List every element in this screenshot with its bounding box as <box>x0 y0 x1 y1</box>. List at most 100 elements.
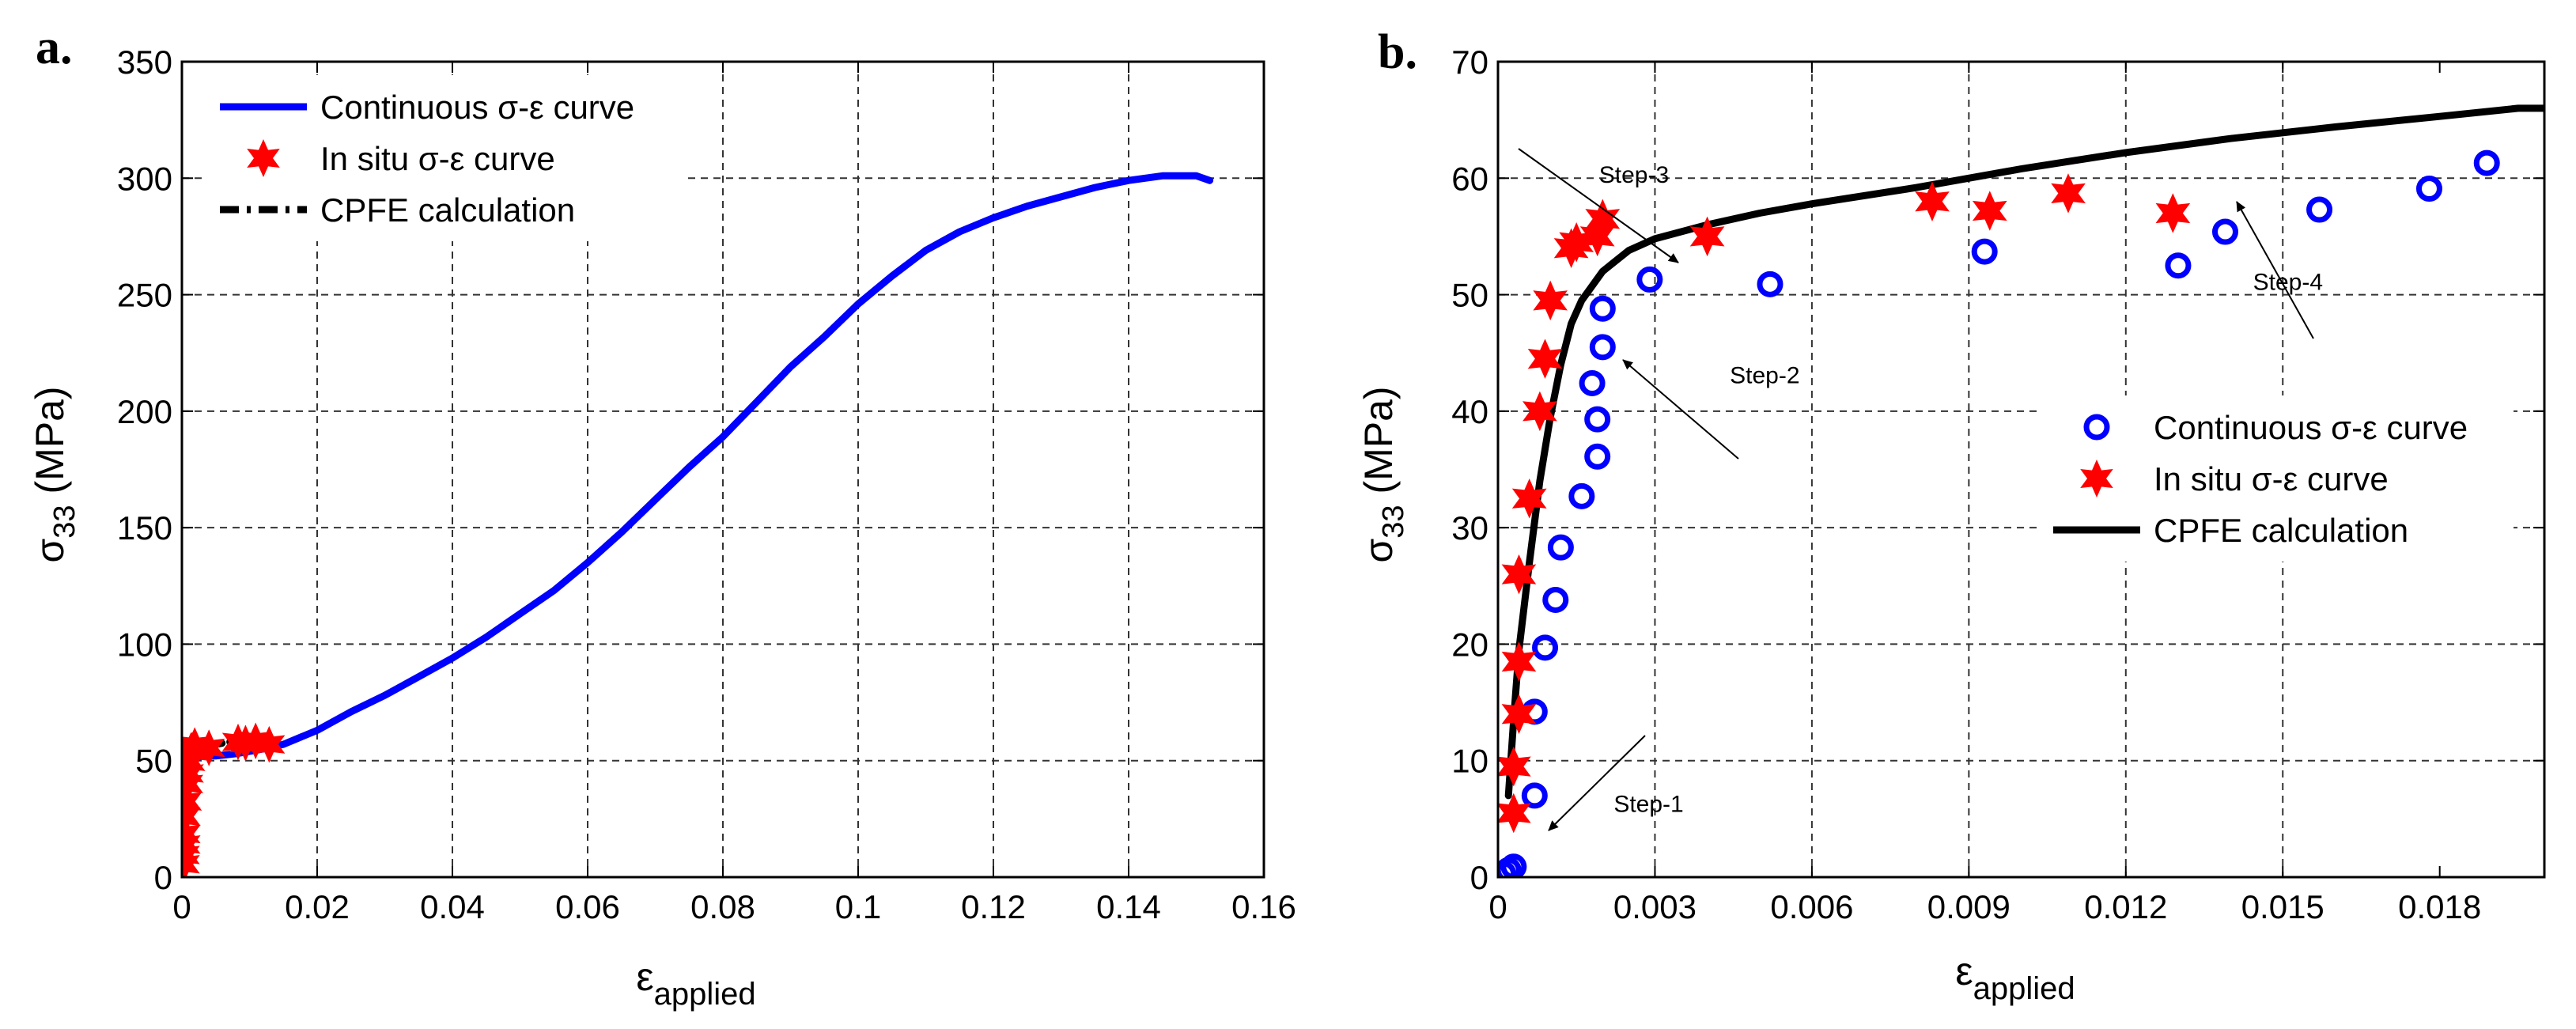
legend-label-cpfe: CPFE calculation <box>2154 512 2408 549</box>
x-axis-label-sub: applied <box>654 977 756 1012</box>
y-tick-label: 0 <box>1470 859 1488 896</box>
x-tick-label: 0.12 <box>961 888 1026 925</box>
series-line-cpfe-calculation <box>1504 104 2544 800</box>
legend-box <box>2039 395 2514 562</box>
data-point-continuous <box>1532 634 1559 661</box>
chart-panel-b: 0 0.003 0.006 0.009 0.012 0.015 0.018 0 10 20 30 40… <box>1356 25 2546 1006</box>
data-point-in-situ <box>1972 191 2007 231</box>
data-point-in-situ <box>1511 479 1547 519</box>
data-point-in-situ <box>1501 641 1537 682</box>
x-tick-label: 0 <box>1488 888 1507 925</box>
y-tick-label: 50 <box>135 743 172 780</box>
legend-label-in-situ: In situ σ-ε curve <box>320 140 555 177</box>
data-point-continuous <box>1542 586 1569 613</box>
y-tick-label: 50 <box>1451 277 1488 314</box>
data-point-in-situ <box>1585 199 1621 240</box>
data-point-in-situ <box>1689 216 1725 257</box>
y-tick-label: 70 <box>1451 44 1488 81</box>
x-axis-label: εapplied <box>636 955 755 1012</box>
y-tick-label: 300 <box>117 160 172 197</box>
x-tick-label: 0.006 <box>1770 888 1853 925</box>
x-tick-label: 0.012 <box>2084 888 2167 925</box>
data-point-continuous <box>1589 334 1616 361</box>
x-tick-label: 0.1 <box>835 888 881 925</box>
x-axis-label: εapplied <box>1955 949 2075 1006</box>
data-point-in-situ <box>1527 339 1563 379</box>
y-axis-label-unit: (MPa) <box>1356 386 1401 505</box>
data-point-continuous <box>2415 176 2442 202</box>
x-tick-label: 0.018 <box>2398 888 2481 925</box>
data-point-in-situ <box>1523 391 1557 432</box>
annotation-label: Step-4 <box>2253 270 2323 296</box>
data-layer <box>1498 104 2544 877</box>
annotation-label: Step-2 <box>1730 363 1799 389</box>
data-point-in-situ <box>1501 554 1537 595</box>
y-axis-label-main: σ <box>28 539 72 563</box>
annotation-arrow <box>1622 359 1739 460</box>
data-point-continuous <box>1547 534 1574 561</box>
y-tick-label: 100 <box>117 626 172 663</box>
y-tick-label: 250 <box>117 277 172 314</box>
y-tick-label: 150 <box>117 509 172 547</box>
y-tick-label: 350 <box>117 44 172 81</box>
chart-panel-a: 0 0.02 0.04 0.06 0.08 0.1 0.12 0.14 0.16 0 50 100 15… <box>28 21 1296 1012</box>
data-point-in-situ <box>2155 193 2191 233</box>
data-point-continuous <box>1589 295 1616 322</box>
axes-frame <box>180 60 1265 879</box>
y-axis-label-main: σ <box>1356 539 1401 563</box>
x-tick-label: 0.003 <box>1613 888 1697 925</box>
x-tick-label: 0.14 <box>1096 888 1161 925</box>
legend-swatch-continuous <box>2083 414 2110 441</box>
x-tick-label: 0.04 <box>420 888 485 925</box>
y-tick-label: 60 <box>1451 160 1488 197</box>
data-point-continuous <box>1579 370 1606 397</box>
data-point-in-situ <box>1498 746 1531 787</box>
x-tick-label: 0.06 <box>555 888 620 925</box>
y-axis-label-sub: 33 <box>48 505 81 538</box>
data-point-in-situ <box>1533 280 1568 321</box>
y-tick-label: 0 <box>154 859 172 896</box>
data-point-in-situ <box>193 729 225 766</box>
data-layer <box>182 172 1214 877</box>
legend-label-cpfe: CPFE calculation <box>320 191 575 229</box>
y-tick-label: 200 <box>117 393 172 430</box>
data-point-continuous <box>2211 218 2238 245</box>
data-point-continuous <box>2306 196 2333 223</box>
data-point-continuous <box>1584 443 1611 470</box>
data-point-in-situ <box>1498 793 1531 834</box>
legend-swatch-in-situ <box>2080 460 2113 497</box>
x-tick-label: 0.02 <box>285 888 350 925</box>
data-point-in-situ <box>1501 694 1537 735</box>
y-axis-label: σ33 (MPa) <box>1356 386 1410 562</box>
legend: Continuous σ-ε curve In situ σ-ε curve CPF… <box>2039 395 2514 562</box>
x-tick-label: 0.08 <box>690 888 755 925</box>
x-axis-label-main: ε <box>1955 949 1973 993</box>
x-tick-label: 0.009 <box>1927 888 2010 925</box>
annotation-arrow <box>1518 148 1679 263</box>
legend-label-continuous: Continuous σ-ε curve <box>2154 409 2468 446</box>
x-tick-label: 0.015 <box>2241 888 2324 925</box>
y-axis-label: σ33 (MPa) <box>28 386 81 562</box>
legend-swatch-in-situ <box>247 139 280 177</box>
annotation-label: Step-3 <box>1599 162 1669 188</box>
legend-label-continuous: Continuous σ-ε curve <box>320 89 634 126</box>
y-axis-label-unit: (MPa) <box>28 386 72 505</box>
data-point-continuous <box>1584 406 1611 433</box>
annotation-arrow <box>2236 201 2314 339</box>
y-tick-label: 30 <box>1451 509 1488 547</box>
data-point-continuous <box>1757 270 1784 297</box>
legend-box <box>206 75 688 241</box>
data-point-continuous <box>2473 149 2500 176</box>
annotation-label: Step-1 <box>1613 792 1683 818</box>
x-axis-label-main: ε <box>636 955 653 999</box>
data-point-continuous <box>1521 782 1548 809</box>
axes-frame <box>1496 60 2546 879</box>
data-point-continuous <box>1568 482 1595 509</box>
data-point-in-situ <box>2051 173 2086 214</box>
x-axis-label-sub: applied <box>1973 971 2075 1006</box>
panel-label: a. <box>36 21 73 74</box>
y-axis-label-sub: 33 <box>1377 505 1410 538</box>
data-point-in-situ <box>253 725 286 763</box>
data-point-in-situ <box>1915 181 1950 221</box>
